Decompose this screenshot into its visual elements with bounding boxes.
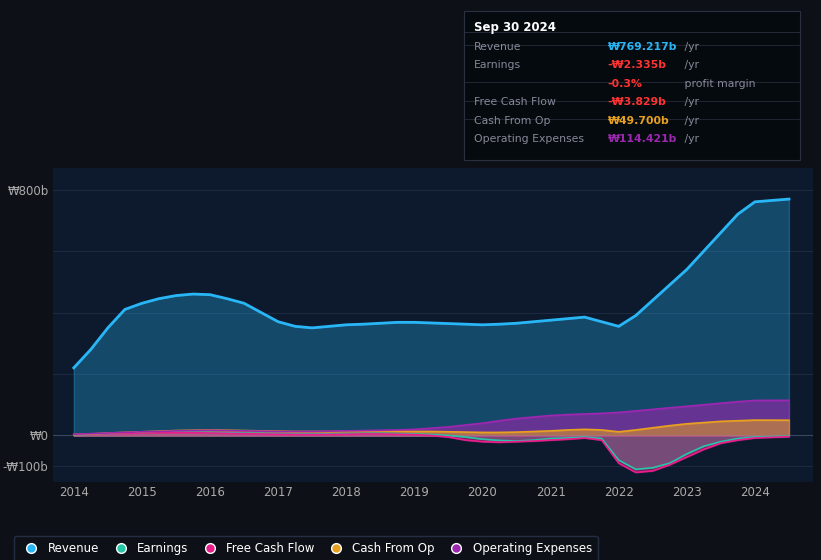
Text: /yr: /yr <box>681 97 699 108</box>
Text: Operating Expenses: Operating Expenses <box>474 134 584 144</box>
Text: /yr: /yr <box>681 42 699 52</box>
Legend: Revenue, Earnings, Free Cash Flow, Cash From Op, Operating Expenses: Revenue, Earnings, Free Cash Flow, Cash … <box>14 536 598 560</box>
Text: ₩114.421b: ₩114.421b <box>608 134 677 144</box>
Text: /yr: /yr <box>681 60 699 71</box>
Text: -₩2.335b: -₩2.335b <box>608 60 667 71</box>
Text: ₩769.217b: ₩769.217b <box>608 42 677 52</box>
Text: /yr: /yr <box>681 116 699 126</box>
Text: Free Cash Flow: Free Cash Flow <box>474 97 556 108</box>
Text: Sep 30 2024: Sep 30 2024 <box>474 21 556 34</box>
Text: Cash From Op: Cash From Op <box>474 116 550 126</box>
Text: /yr: /yr <box>681 134 699 144</box>
Text: -₩3.829b: -₩3.829b <box>608 97 667 108</box>
Text: Revenue: Revenue <box>474 42 521 52</box>
Text: Earnings: Earnings <box>474 60 521 71</box>
Text: profit margin: profit margin <box>681 79 756 89</box>
Text: -0.3%: -0.3% <box>608 79 643 89</box>
Text: ₩49.700b: ₩49.700b <box>608 116 669 126</box>
